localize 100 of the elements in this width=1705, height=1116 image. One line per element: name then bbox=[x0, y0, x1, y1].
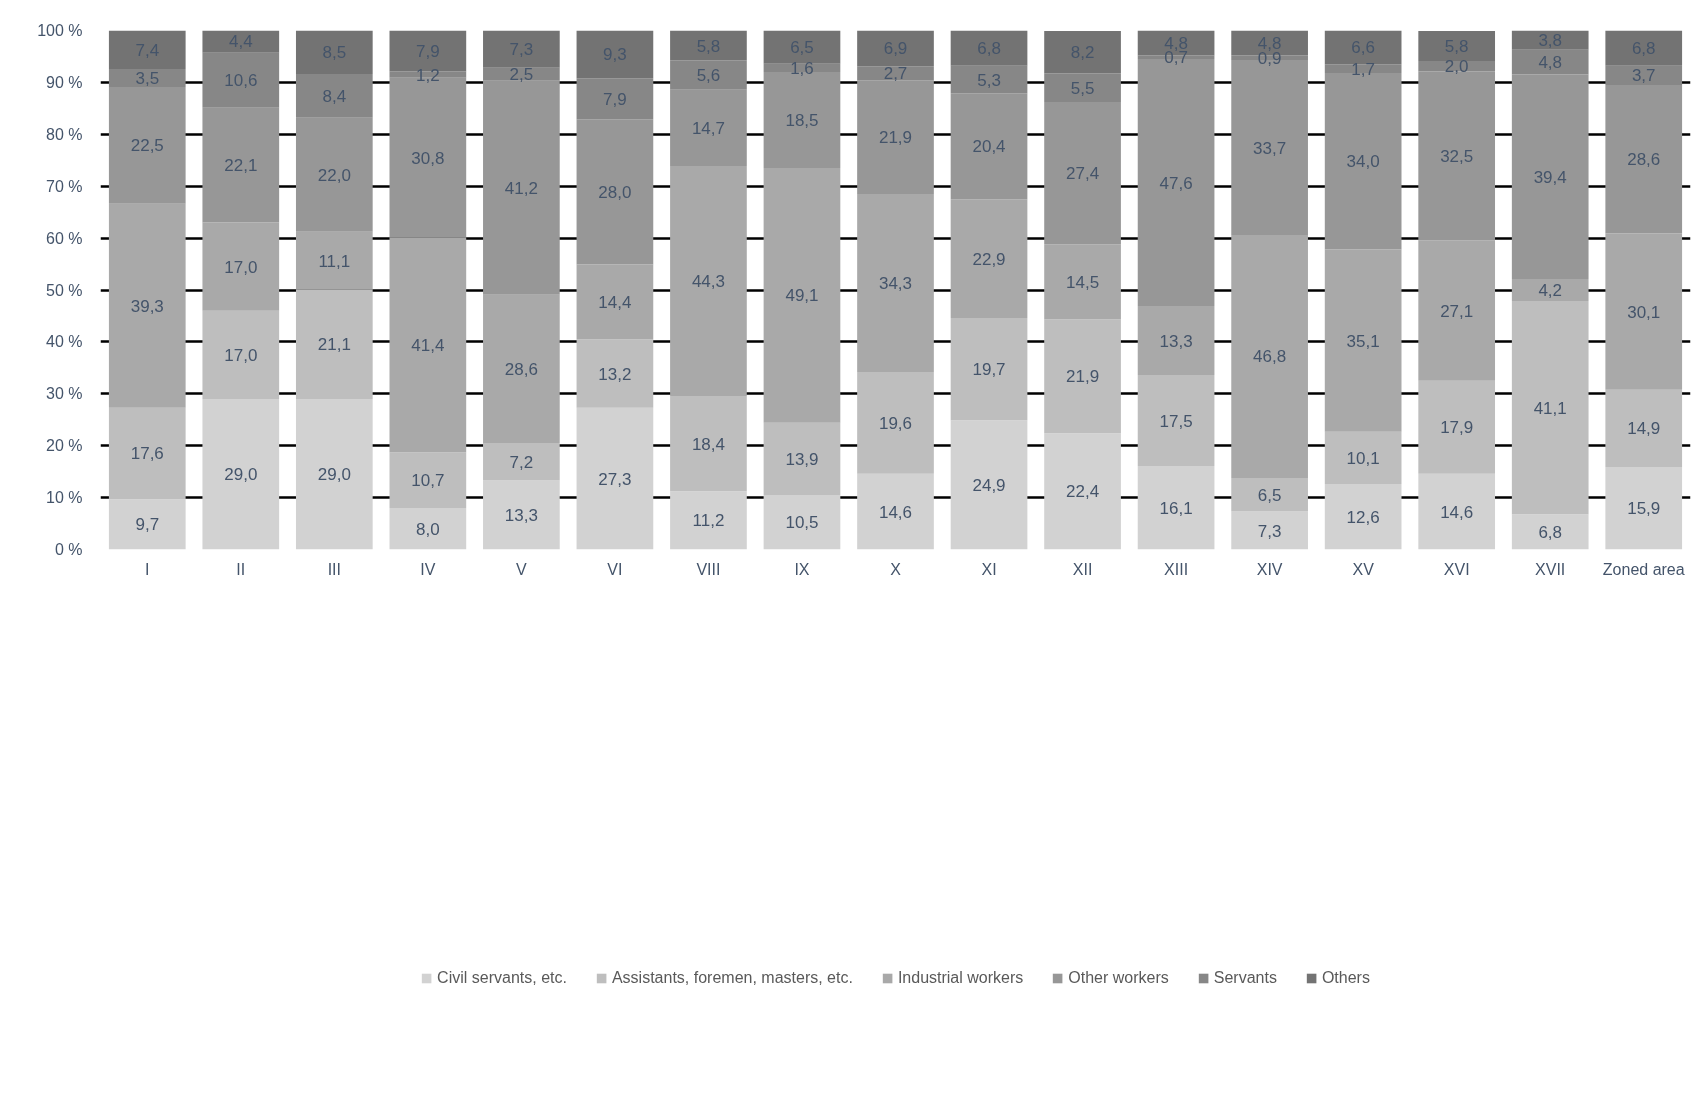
bar bbox=[1044, 31, 1121, 74]
data-label: 8,0 bbox=[416, 519, 440, 539]
data-label: 2,7 bbox=[883, 64, 908, 84]
bar bbox=[108, 87, 186, 204]
data-label: 22,4 bbox=[1066, 482, 1100, 502]
data-label: 17,0 bbox=[224, 345, 258, 365]
bar bbox=[857, 80, 934, 194]
bar bbox=[950, 318, 1028, 421]
data-label: 6,8 bbox=[1538, 522, 1563, 542]
data-label: 19,6 bbox=[878, 413, 913, 433]
bar bbox=[483, 294, 560, 444]
bar bbox=[1418, 61, 1496, 72]
data-label: 19,7 bbox=[972, 360, 1006, 380]
data-label: 39,3 bbox=[130, 296, 164, 316]
bar bbox=[950, 30, 1028, 66]
data-label: 24,9 bbox=[972, 475, 1006, 495]
legend-label: Civil servants, etc. bbox=[437, 968, 567, 987]
bar bbox=[857, 30, 934, 67]
data-label: 11,2 bbox=[692, 511, 725, 531]
data-label: 47,6 bbox=[1159, 173, 1193, 193]
data-label: 14,6 bbox=[1440, 502, 1474, 522]
data-label: 17,6 bbox=[130, 444, 164, 464]
data-label: 17,0 bbox=[224, 257, 258, 277]
data-label: 7,2 bbox=[509, 452, 534, 472]
bar bbox=[295, 30, 373, 75]
bar bbox=[202, 222, 280, 311]
bar bbox=[483, 80, 560, 295]
data-label: 10,1 bbox=[1346, 448, 1380, 468]
data-label: 35,1 bbox=[1346, 331, 1380, 351]
y-tick-label: 80 % bbox=[46, 125, 83, 143]
bar bbox=[1511, 74, 1589, 280]
bar bbox=[1605, 85, 1683, 234]
y-tick-label: 100 % bbox=[37, 22, 83, 39]
bar bbox=[202, 398, 280, 550]
data-label: 3,5 bbox=[135, 68, 160, 88]
legend-label: Industrial workers bbox=[897, 968, 1024, 987]
y-tick-label: 70 % bbox=[46, 177, 83, 195]
x-tick-label: I bbox=[145, 560, 150, 578]
data-label: 14,6 bbox=[878, 502, 913, 522]
bar bbox=[108, 407, 186, 500]
bar bbox=[1044, 73, 1121, 103]
data-label: 14,7 bbox=[691, 118, 725, 138]
data-label: 3,7 bbox=[1631, 66, 1656, 86]
bar bbox=[483, 30, 560, 68]
data-label: 1,2 bbox=[416, 65, 440, 85]
bar bbox=[295, 398, 373, 550]
bar bbox=[483, 480, 560, 550]
bar bbox=[576, 30, 654, 79]
x-tick-label: XII bbox=[1072, 560, 1093, 578]
data-label: 13,3 bbox=[1159, 331, 1193, 351]
bar bbox=[389, 507, 467, 550]
x-tick-label: Zoned area bbox=[1602, 560, 1685, 578]
bar bbox=[1137, 465, 1215, 550]
data-label: 22,0 bbox=[317, 165, 351, 185]
data-label: 14,4 bbox=[598, 292, 632, 312]
data-label: 22,5 bbox=[130, 136, 164, 156]
data-label: 8,4 bbox=[322, 86, 347, 106]
bar bbox=[763, 422, 841, 496]
bar bbox=[1418, 473, 1496, 550]
data-label: 32,5 bbox=[1440, 146, 1474, 166]
legend-label: Servants bbox=[1213, 968, 1277, 987]
bar bbox=[950, 199, 1028, 319]
bar bbox=[1418, 31, 1496, 62]
bar bbox=[108, 499, 186, 550]
data-label: 1,7 bbox=[1351, 59, 1375, 79]
legend-label: Others bbox=[1321, 968, 1370, 987]
bar bbox=[202, 310, 280, 399]
bar bbox=[108, 203, 186, 408]
data-label: 11,1 bbox=[318, 251, 351, 271]
bar bbox=[295, 289, 373, 399]
data-label: 49,1 bbox=[785, 286, 819, 306]
data-label: 30,1 bbox=[1627, 302, 1661, 322]
bar bbox=[857, 473, 934, 550]
bar bbox=[1044, 102, 1121, 245]
data-label: 6,5 bbox=[1257, 485, 1282, 505]
data-label: 10,7 bbox=[411, 471, 445, 491]
bar bbox=[1511, 279, 1589, 301]
data-label: 29,0 bbox=[317, 465, 351, 485]
data-label: 2,5 bbox=[509, 65, 534, 85]
bar bbox=[483, 443, 560, 481]
bar bbox=[1605, 466, 1683, 550]
x-tick-label: XIV bbox=[1256, 560, 1283, 578]
data-label: 44,3 bbox=[691, 271, 725, 291]
bar bbox=[108, 30, 186, 69]
bar bbox=[202, 30, 280, 53]
data-label: 34,3 bbox=[878, 273, 913, 293]
bar bbox=[1511, 514, 1589, 550]
bar bbox=[1605, 389, 1683, 467]
x-tick-label: III bbox=[327, 560, 341, 578]
bar bbox=[576, 264, 654, 340]
y-tick-label: 30 % bbox=[46, 385, 83, 403]
bar bbox=[389, 452, 467, 508]
bar bbox=[857, 193, 934, 372]
data-label: 27,4 bbox=[1066, 164, 1100, 184]
bar bbox=[202, 52, 280, 108]
data-label: 4,2 bbox=[1538, 281, 1563, 300]
y-tick-label: 90 % bbox=[46, 73, 83, 91]
bar bbox=[950, 65, 1028, 94]
bar bbox=[202, 107, 280, 223]
data-label: 2,0 bbox=[1444, 57, 1469, 77]
